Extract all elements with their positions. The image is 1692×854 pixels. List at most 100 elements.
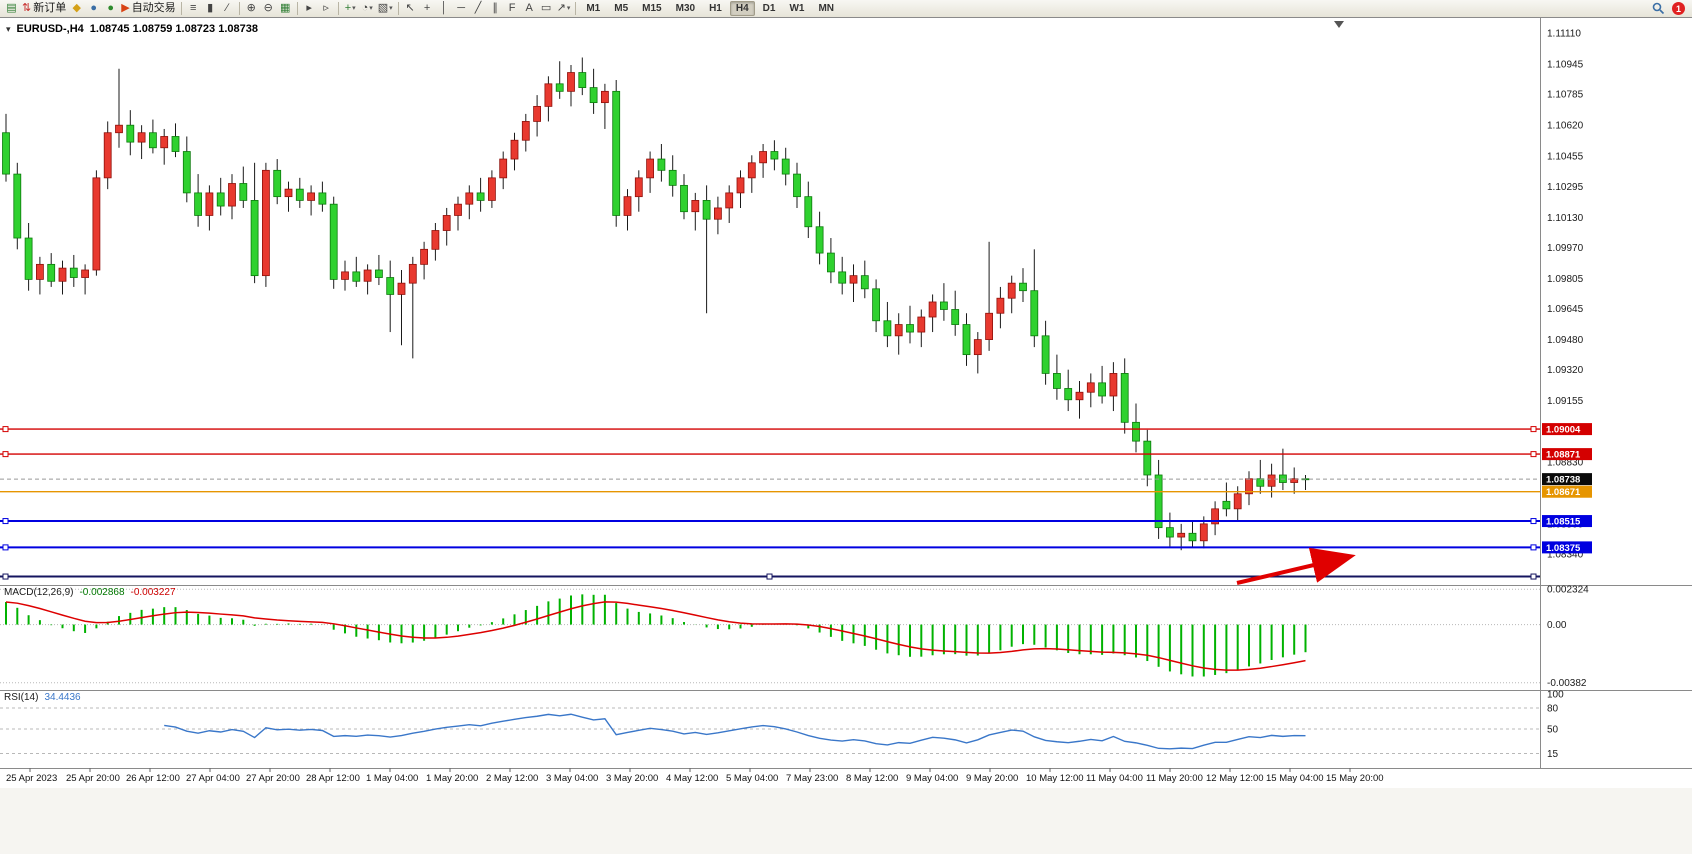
search-icon [1652,2,1665,15]
ohlc-values: 1.08745 1.08759 1.08723 1.08738 [89,23,258,35]
time-axis-label: 5 May 04:00 [726,773,778,784]
chart-canvas[interactable]: 1.11110 1.10945 1.10785 1.10620 1.10455 1.102… [0,18,1692,854]
resistance-line-2-handle[interactable] [2,451,9,458]
notification-badge[interactable]: 1 [1672,2,1685,15]
resistance-line-1-handle[interactable] [1530,426,1537,433]
timeframe-m15-button[interactable]: M15 [642,3,662,14]
candle-body [1064,388,1073,401]
timeframe-h1-button[interactable]: H1 [709,3,722,14]
navy-trend-level-handle[interactable] [1530,573,1537,580]
candle-body [239,183,248,201]
auto-scroll-button[interactable]: ▸ [301,1,318,17]
metaeditor-icon: ◆ [72,2,81,14]
candle-body [894,324,903,337]
periods-button[interactable]: ◔ ▾ [359,1,376,17]
horizontal-line-button[interactable]: ─ [453,1,470,17]
zoom-out-button[interactable]: ⊖ [260,1,277,17]
indicators-icon: + [344,2,352,14]
crosshair-button[interactable]: + [419,1,436,17]
line-mode-button[interactable]: ∕ [219,1,236,17]
candle-body [1199,523,1208,542]
time-axis-label: 28 Apr 12:00 [306,773,360,784]
timeframe-mn-button[interactable]: MN [818,3,835,14]
indicators-button[interactable]: + ▾ [342,1,359,17]
vertical-line-button[interactable]: │ [436,1,453,17]
support-line-1-handle[interactable] [2,518,9,525]
candle-body [578,72,587,88]
timeframe-m5-button[interactable]: M5 [614,3,629,14]
candle-body [420,248,429,265]
macd-axis-label: 0.00 [1547,620,1567,631]
horizontal-line-icon: ─ [457,2,465,14]
chart-shift-button[interactable]: ▹ [318,1,335,17]
navy-trend-level-handle[interactable] [2,573,9,580]
candle-body [951,309,960,325]
candles-mode-button[interactable]: ▮ [202,1,219,17]
market-watch-button[interactable]: ● [85,1,102,17]
candle-body [521,121,530,141]
price-axis-label: 1.09645 [1547,304,1584,315]
price-axis-label: 1.09480 [1547,335,1584,346]
support-line-2-handle[interactable] [1530,544,1537,551]
time-axis-label: 3 May 04:00 [546,773,598,784]
resistance-line-1-handle[interactable] [2,426,9,433]
candle-body [962,324,971,356]
toolbar-separator [238,2,240,15]
chart-dropdown-icon[interactable]: ▾ [6,23,11,34]
candle-body [691,200,700,213]
candle-body [137,132,146,143]
candle-body [601,90,609,104]
candle-body [307,192,316,201]
support-line-1-handle[interactable] [1530,518,1537,525]
fibonacci-button[interactable]: F [504,1,521,17]
candle-body [883,320,892,337]
arrows-button[interactable]: ↗ ▾ [555,1,573,17]
new-chart-button[interactable]: ▤ [3,1,20,17]
navy-trend-level-handle[interactable] [766,573,773,580]
rsi-line [164,713,1306,750]
candle-body [374,269,383,278]
trendline-icon: ╱ [474,2,482,14]
timeframe-m30-button[interactable]: M30 [675,3,696,14]
candle-body [544,83,553,107]
bars-mode-button[interactable]: ≡ [185,1,202,17]
search-button[interactable] [1650,1,1667,17]
candle-body [1267,474,1276,487]
tile-windows-button[interactable]: ▦ [277,1,294,17]
time-axis-label: 10 May 12:00 [1026,773,1084,784]
new-order-button[interactable]: ⇅ 新订单 [20,1,68,17]
candle-body [567,72,575,92]
autotrading-button[interactable]: ▶ 自动交易 [119,1,177,17]
time-axis-label: 3 May 20:00 [606,773,658,784]
text-button[interactable]: A [521,1,538,17]
candle-body [295,188,304,201]
candle-body [1098,382,1106,397]
zoom-in-button[interactable]: ⊕ [243,1,260,17]
timeframe-m1-button[interactable]: M1 [586,3,601,14]
time-axis-label: 25 Apr 2023 [6,773,57,784]
trendline-button[interactable]: ╱ [470,1,487,17]
candle-body [1154,474,1163,529]
candle-body [1075,391,1084,401]
candle-body [148,132,157,149]
metaeditor-button[interactable]: ◆ [68,1,85,17]
rsi-axis-label: 50 [1547,725,1559,736]
macd-signal-line [5,601,1306,671]
trend-arrow[interactable] [1236,547,1356,585]
candle-body [58,267,67,282]
templates-button[interactable]: ▧ ▾ [376,1,395,17]
resistance-line-2-handle[interactable] [1530,451,1537,458]
rsi-axis-label: 100 [1547,690,1564,701]
support-button[interactable]: ● [102,1,119,17]
cursor-button[interactable]: ↖ [402,1,419,17]
timeframe-w1-button[interactable]: W1 [789,3,805,14]
rsi-axis-label: 15 [1547,749,1559,760]
timeframe-h4-button[interactable]: H4 [729,1,755,16]
candle-body [725,192,734,209]
text-label-button[interactable]: ▭ [538,1,555,17]
chart-shift-marker [1334,21,1344,28]
candle-body [454,203,462,216]
support-line-2-handle[interactable] [2,544,9,551]
timeframe-d1-button[interactable]: D1 [762,3,776,14]
channel-button[interactable]: ∥ [487,1,504,17]
